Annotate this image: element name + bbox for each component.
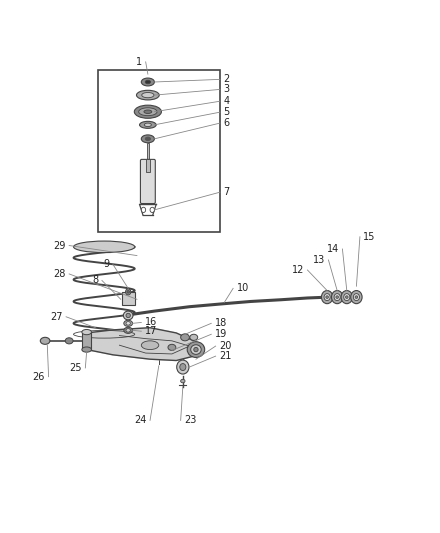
Bar — [82, 332, 92, 350]
Ellipse shape — [127, 290, 129, 293]
Ellipse shape — [168, 344, 176, 350]
Text: 23: 23 — [184, 415, 197, 425]
Ellipse shape — [341, 290, 352, 304]
Ellipse shape — [351, 290, 362, 304]
Text: 13: 13 — [313, 255, 325, 265]
Ellipse shape — [141, 78, 154, 86]
Ellipse shape — [181, 379, 185, 383]
Ellipse shape — [144, 110, 152, 114]
Text: 24: 24 — [134, 415, 147, 425]
Text: 6: 6 — [224, 118, 230, 128]
Text: 27: 27 — [50, 312, 62, 322]
Text: 8: 8 — [92, 276, 99, 286]
Text: 28: 28 — [53, 269, 66, 279]
Ellipse shape — [187, 342, 205, 358]
Text: 3: 3 — [224, 84, 230, 94]
Bar — [146, 159, 150, 172]
Ellipse shape — [142, 93, 154, 98]
Text: 16: 16 — [145, 318, 157, 327]
Ellipse shape — [145, 137, 150, 141]
Text: 17: 17 — [145, 326, 157, 336]
Ellipse shape — [144, 123, 151, 127]
Ellipse shape — [150, 207, 154, 213]
Bar — [98, 70, 220, 231]
Ellipse shape — [139, 122, 156, 128]
Ellipse shape — [141, 135, 154, 143]
Ellipse shape — [336, 296, 338, 298]
Ellipse shape — [82, 347, 92, 352]
Ellipse shape — [126, 321, 130, 325]
Ellipse shape — [355, 296, 358, 298]
Polygon shape — [87, 328, 202, 360]
Text: 21: 21 — [219, 351, 231, 361]
Text: 10: 10 — [237, 284, 249, 293]
Text: 4: 4 — [224, 96, 230, 106]
Ellipse shape — [141, 341, 159, 350]
Text: 25: 25 — [70, 363, 82, 373]
FancyBboxPatch shape — [140, 159, 155, 204]
Ellipse shape — [123, 311, 133, 320]
Ellipse shape — [141, 207, 146, 213]
Text: 26: 26 — [33, 372, 45, 382]
Text: 14: 14 — [326, 244, 339, 254]
Ellipse shape — [345, 296, 348, 298]
Ellipse shape — [124, 320, 132, 326]
Ellipse shape — [353, 294, 359, 301]
Ellipse shape — [194, 348, 198, 352]
Text: 18: 18 — [215, 318, 227, 328]
Ellipse shape — [145, 80, 150, 84]
Ellipse shape — [136, 90, 159, 100]
Text: 9: 9 — [103, 260, 110, 269]
Ellipse shape — [40, 337, 50, 344]
Text: 12: 12 — [292, 265, 304, 275]
Ellipse shape — [124, 327, 132, 334]
Text: 1: 1 — [136, 57, 142, 67]
Ellipse shape — [126, 313, 130, 318]
Ellipse shape — [125, 289, 131, 295]
Ellipse shape — [65, 338, 73, 344]
Ellipse shape — [190, 334, 198, 341]
Bar — [121, 292, 135, 305]
Ellipse shape — [180, 364, 186, 370]
Bar — [147, 143, 149, 163]
Ellipse shape — [181, 334, 189, 341]
Ellipse shape — [334, 294, 340, 301]
Ellipse shape — [331, 290, 343, 304]
Text: 19: 19 — [215, 329, 227, 340]
Ellipse shape — [126, 328, 130, 332]
Ellipse shape — [322, 290, 333, 304]
Ellipse shape — [344, 294, 350, 301]
Text: 15: 15 — [363, 232, 376, 242]
Ellipse shape — [191, 345, 201, 354]
Ellipse shape — [177, 360, 189, 374]
Ellipse shape — [134, 105, 161, 118]
Text: 29: 29 — [53, 240, 66, 251]
Ellipse shape — [73, 241, 135, 253]
Text: 7: 7 — [224, 187, 230, 197]
Text: 5: 5 — [224, 107, 230, 117]
Text: 20: 20 — [219, 341, 231, 351]
Text: 2: 2 — [224, 75, 230, 84]
Ellipse shape — [326, 296, 328, 298]
Ellipse shape — [82, 329, 92, 335]
Ellipse shape — [139, 108, 157, 116]
Ellipse shape — [324, 294, 330, 301]
